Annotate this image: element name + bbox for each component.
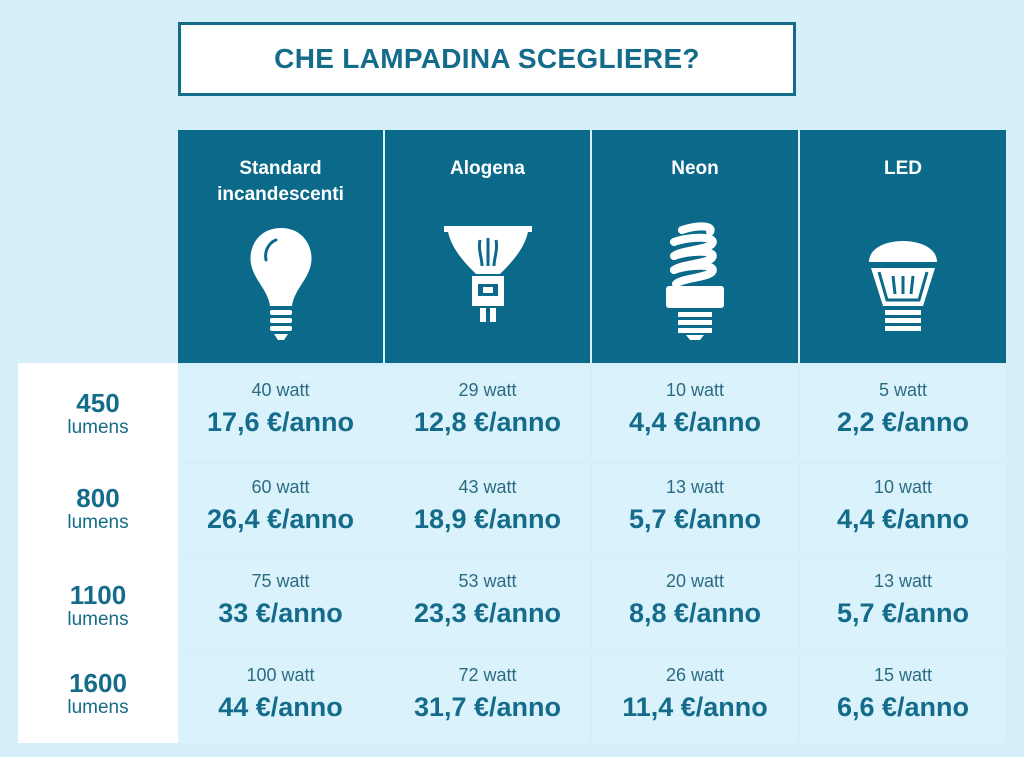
watt-value: 13 watt <box>665 477 725 497</box>
table-cell: 10 watt 4,4 €/anno <box>592 367 798 462</box>
row-label-450: 450 lumens <box>18 389 178 439</box>
cost-value: 12,8 €/anno <box>413 407 562 437</box>
watt-value: 43 watt <box>458 477 517 497</box>
watt-value: 13 watt <box>873 571 933 591</box>
table-cell: 29 watt 12,8 €/anno <box>385 367 590 462</box>
table-cell: 15 watt 6,6 €/anno <box>800 654 1006 743</box>
column-label: Alogena <box>450 158 525 179</box>
table-cell: 100 watt 44 €/anno <box>178 654 383 743</box>
watt-value: 75 watt <box>251 571 310 591</box>
watt-value: 5 watt <box>878 380 928 400</box>
led-bulb-icon <box>869 241 937 331</box>
lumens-unit: lumens <box>67 417 129 438</box>
watt-value: 60 watt <box>251 477 310 497</box>
table-cell: 13 watt 5,7 €/anno <box>592 464 798 556</box>
watt-value: 72 watt <box>458 665 517 685</box>
watt-value: 10 watt <box>873 477 933 497</box>
column-label: Standard incandescenti <box>217 158 344 205</box>
cost-value: 4,4 €/anno <box>628 407 762 437</box>
lumens-unit: lumens <box>67 697 129 718</box>
watt-value: 40 watt <box>251 380 310 400</box>
cost-value: 31,7 €/anno <box>413 692 562 722</box>
lumens-value: 800 <box>76 483 120 513</box>
cfl-bulb-icon <box>666 222 724 340</box>
title-box: CHE LAMPADINA SCEGLIERE? <box>178 22 796 96</box>
column-header-neon: Neon <box>592 130 798 363</box>
column-header-halogen: Alogena <box>385 130 590 363</box>
cost-value: 2,2 €/anno <box>836 407 970 437</box>
table-cell: 60 watt 26,4 €/anno <box>178 464 383 556</box>
table-cell: 5 watt 2,2 €/anno <box>800 367 1006 462</box>
column-label: LED <box>884 158 922 179</box>
cost-value: 4,4 €/anno <box>836 504 970 534</box>
watt-value: 20 watt <box>665 571 725 591</box>
lumens-value: 1100 <box>69 580 127 610</box>
table-cell: 13 watt 5,7 €/anno <box>800 558 1006 652</box>
column-header-led: LED <box>800 130 1006 363</box>
table-cell: 53 watt 23,3 €/anno <box>385 558 590 652</box>
cost-value: 8,8 €/anno <box>628 598 762 628</box>
cost-value: 17,6 €/anno <box>206 407 355 437</box>
cost-value: 5,7 €/anno <box>836 598 970 628</box>
cost-value: 26,4 €/anno <box>206 504 355 534</box>
row-label-800: 800 lumens <box>18 484 178 534</box>
table-cell: 10 watt 4,4 €/anno <box>800 464 1006 556</box>
halogen-bulb-icon <box>443 226 532 322</box>
column-label: Neon <box>671 158 719 179</box>
cost-value: 18,9 €/anno <box>413 504 562 534</box>
row-label-1600: 1600 lumens <box>18 669 178 719</box>
cost-value: 6,6 €/anno <box>836 692 970 722</box>
cost-value: 33 €/anno <box>218 598 343 628</box>
watt-value: 15 watt <box>873 665 933 685</box>
lumens-unit: lumens <box>67 609 129 630</box>
table-cell: 26 watt 11,4 €/anno <box>592 654 798 743</box>
row-labels-panel <box>18 363 178 743</box>
watt-value: 29 watt <box>458 380 517 400</box>
watt-value: 100 watt <box>246 665 315 685</box>
watt-value: 26 watt <box>665 665 725 685</box>
table-cell: 40 watt 17,6 €/anno <box>178 367 383 462</box>
cost-value: 44 €/anno <box>218 692 343 722</box>
cost-value: 11,4 €/anno <box>622 692 768 722</box>
page-title: CHE LAMPADINA SCEGLIERE? <box>274 43 700 74</box>
column-header-incandescent: Standard incandescenti <box>178 130 383 363</box>
table-cell: 75 watt 33 €/anno <box>178 558 383 652</box>
watt-value: 53 watt <box>458 571 517 591</box>
lumens-value: 1600 <box>69 668 127 698</box>
lumens-value: 450 <box>76 388 120 418</box>
row-label-1100: 1100 lumens <box>18 581 178 631</box>
table-cell: 20 watt 8,8 €/anno <box>592 558 798 652</box>
table-cell: 43 watt 18,9 €/anno <box>385 464 590 556</box>
watt-value: 10 watt <box>665 380 725 400</box>
table-cell: 72 watt 31,7 €/anno <box>385 654 590 743</box>
lumens-unit: lumens <box>67 512 129 533</box>
incandescent-bulb-icon <box>249 228 312 340</box>
cost-value: 23,3 €/anno <box>413 598 562 628</box>
cost-value: 5,7 €/anno <box>628 504 762 534</box>
